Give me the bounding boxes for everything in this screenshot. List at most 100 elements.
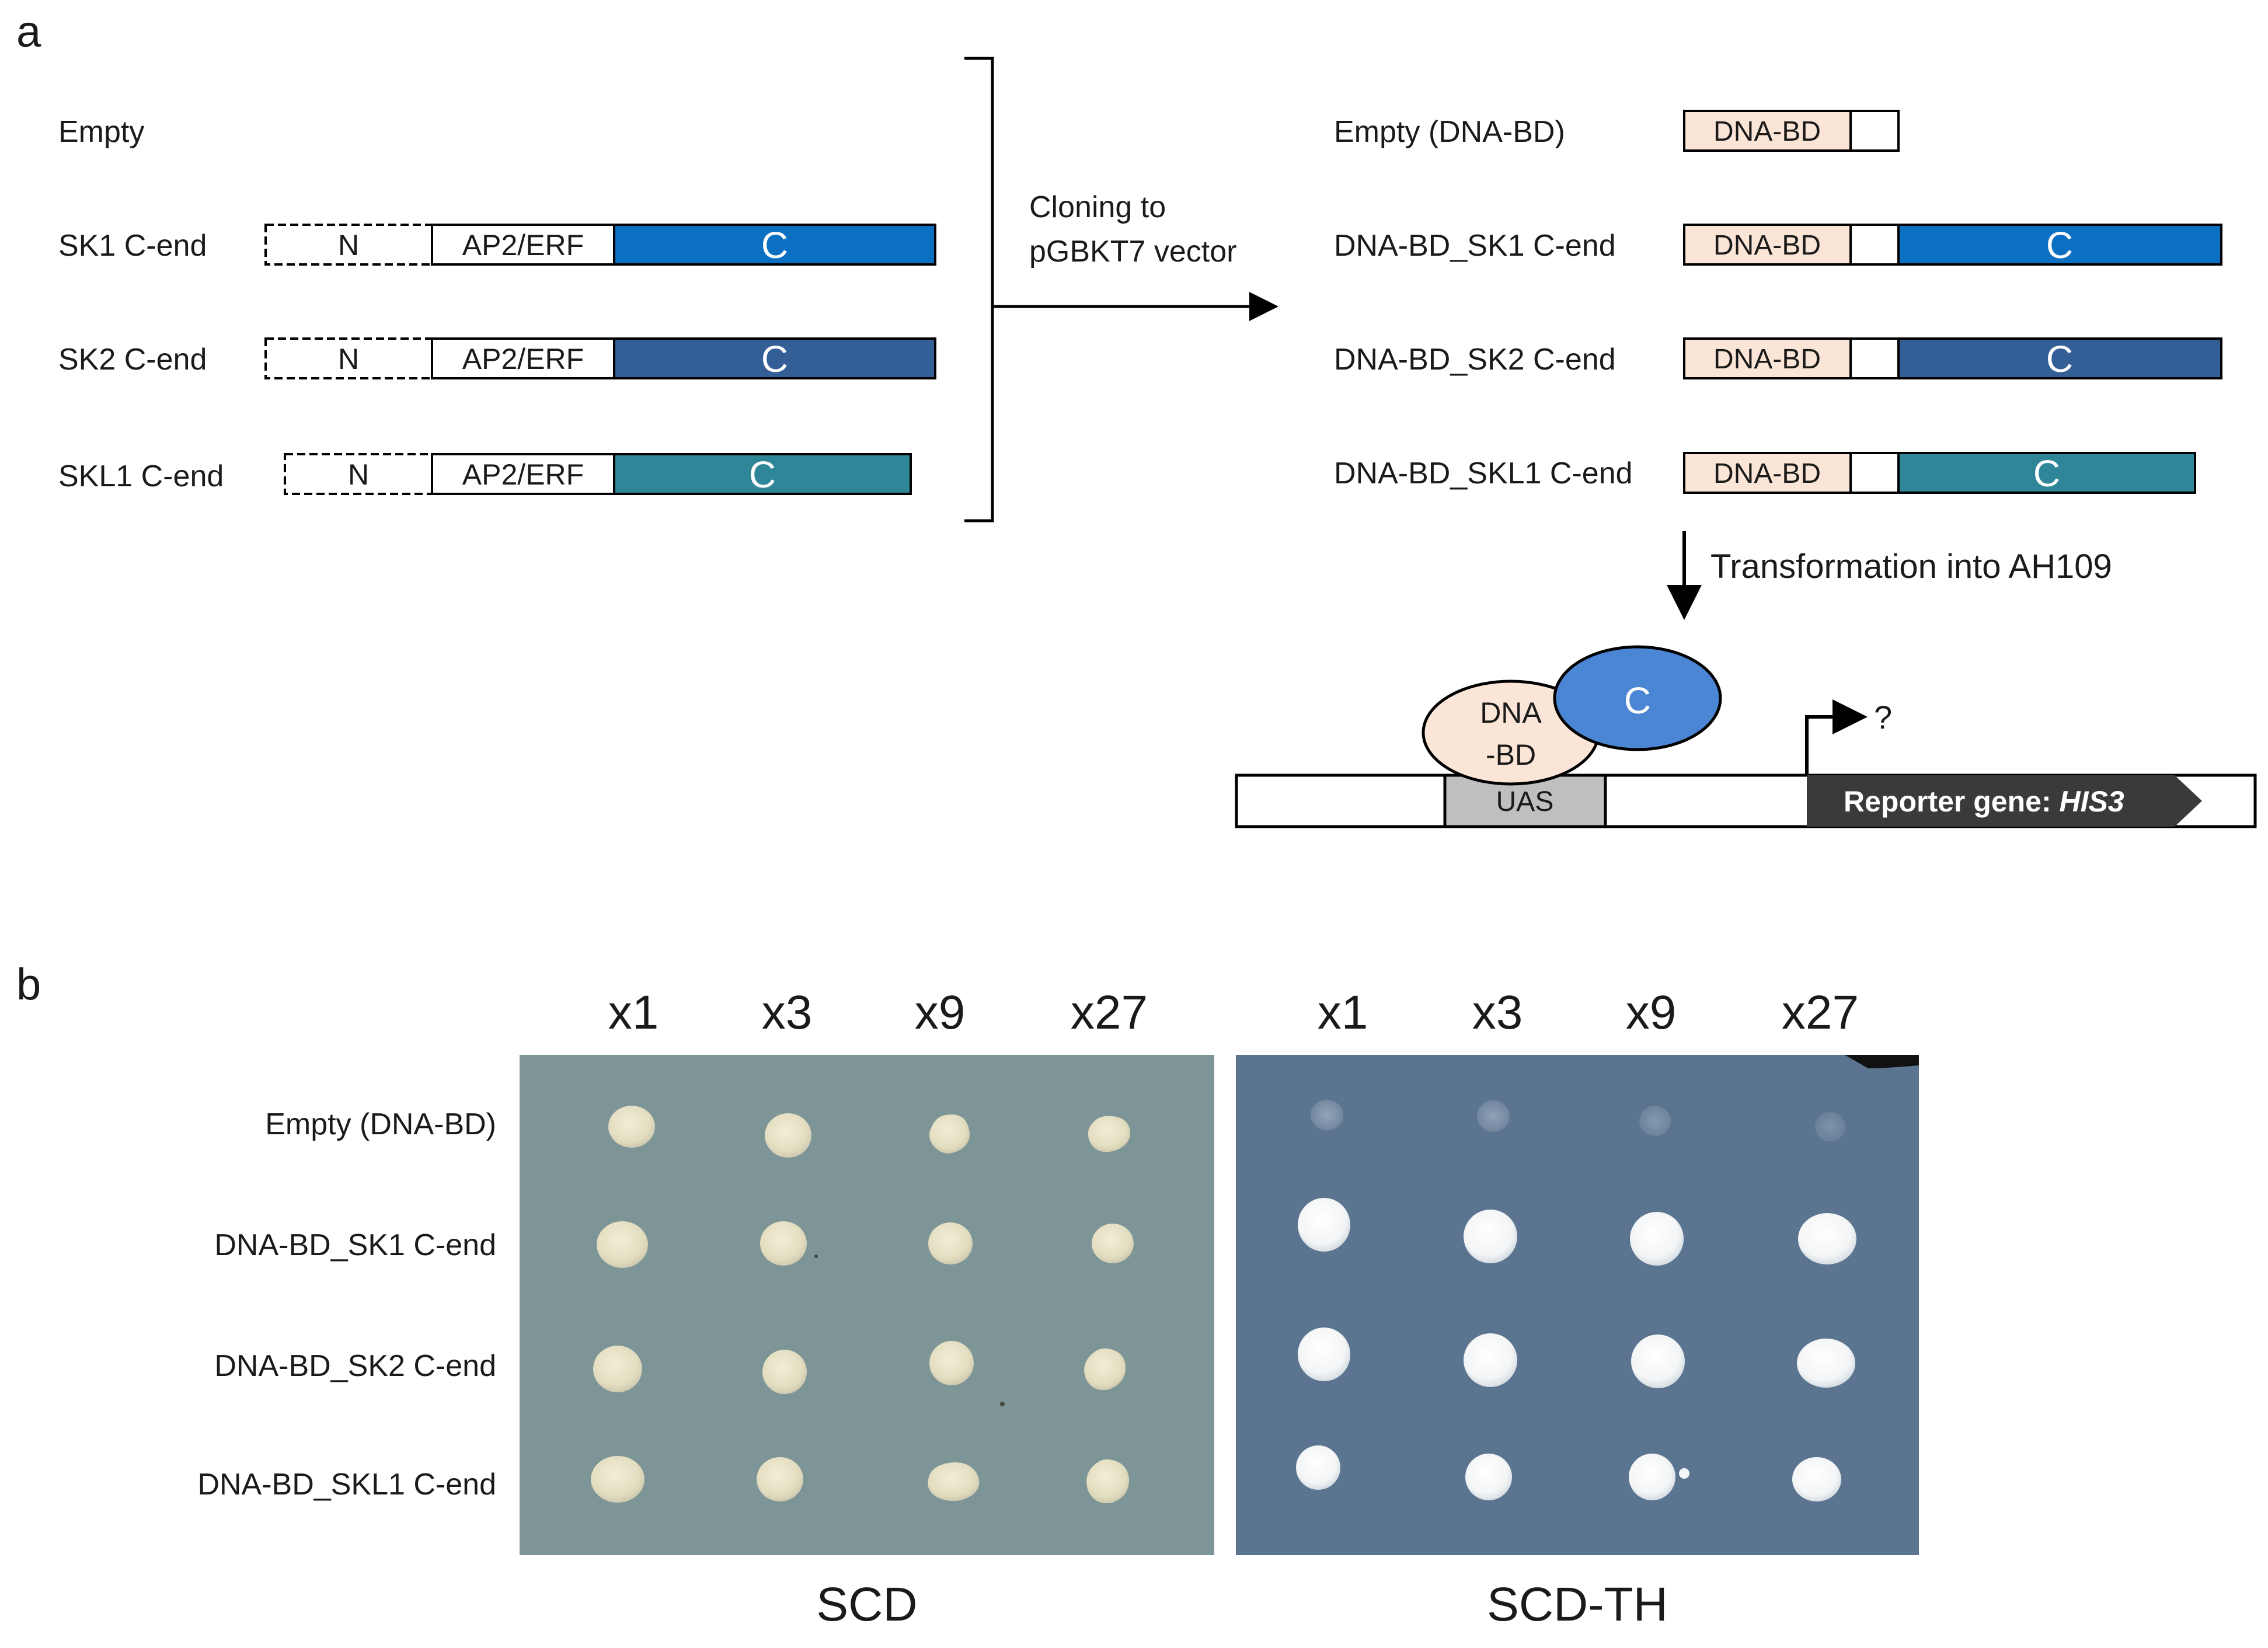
c-domain-label: C (761, 224, 788, 266)
construct-sk1: N AP2/ERF C (264, 224, 936, 266)
right-row-label-empty: Empty (DNA-BD) (1334, 115, 1565, 149)
question-mark: ? (1874, 699, 1892, 736)
colony (1631, 1335, 1685, 1388)
colony (1464, 1210, 1517, 1263)
c-domain-label: C (761, 338, 788, 380)
c-domain-label: C (2033, 452, 2060, 494)
cloning-label-line1: Cloning to (1029, 190, 1166, 224)
faint-colony (1477, 1100, 1510, 1132)
colony (928, 1462, 980, 1501)
dilution-header: x1 (1318, 986, 1368, 1039)
ap2-domain-box (431, 453, 615, 495)
colony (1629, 1454, 1675, 1500)
c-domain-label: C (2046, 338, 2073, 380)
n-domain-label: N (348, 458, 369, 491)
right-row-label-sk2: DNA-BD_SK2 C-end (1334, 343, 1616, 377)
plate-edge-shadow (1845, 1055, 1919, 1068)
colony (928, 1222, 973, 1264)
c-domain-protein-label: C (1624, 680, 1651, 722)
panel-b-label: b (16, 960, 41, 1009)
colony (1088, 1116, 1131, 1152)
c-domain-protein (1553, 645, 1722, 751)
debris-speck (1000, 1402, 1005, 1406)
n-domain-box (264, 224, 433, 266)
c-domain-label: C (2046, 224, 2073, 266)
reporter-gene-label: Reporter gene: HIS3 (1844, 785, 2124, 818)
ap2-domain-label: AP2/ERF (462, 343, 584, 375)
reporter-gene-name: HIS3 (2060, 785, 2124, 818)
n-domain-label: N (338, 343, 359, 375)
c-domain-box (613, 453, 912, 495)
reporter-gene-arrow (1807, 775, 2202, 827)
ap2-domain-label: AP2/ERF (462, 229, 584, 262)
faint-colony (1639, 1106, 1671, 1136)
left-row-label-skl1: SKL1 C-end (58, 459, 224, 493)
transcription-start-arrow (1805, 699, 1868, 775)
uas-label: UAS (1496, 786, 1554, 817)
dilution-header: x3 (762, 986, 813, 1039)
colony (929, 1114, 970, 1154)
colony (597, 1221, 648, 1268)
colony (1298, 1198, 1350, 1252)
colony (1792, 1457, 1841, 1501)
dilution-header: x3 (1472, 986, 1523, 1039)
colony (762, 1350, 807, 1394)
dna-bd-box (1683, 337, 1852, 379)
right-row-label-skl1: DNA-BD_SKL1 C-end (1334, 457, 1633, 490)
colony (757, 1457, 803, 1501)
right-row-label-sk1: DNA-BD_SK1 C-end (1334, 229, 1616, 263)
plate-row-label-sk1: DNA-BD_SK1 C-end (214, 1228, 496, 1262)
dna-bd-label: DNA-BD (1713, 230, 1821, 261)
plate-row-label-skl1: DNA-BD_SKL1 C-end (197, 1468, 496, 1501)
plate-medium-label-scd: SCD (816, 1578, 917, 1631)
linker-box (1849, 110, 1900, 152)
dilution-header: x27 (1071, 986, 1148, 1039)
reporter-mechanism: UAS Reporter gene: HIS3 ? DNA -BD C (1235, 645, 2257, 828)
c-domain-label: C (749, 454, 776, 496)
colony (1464, 1333, 1517, 1387)
colony (1296, 1445, 1340, 1490)
colony (608, 1106, 655, 1148)
colony (1798, 1213, 1856, 1264)
linker-box (1849, 224, 1900, 266)
dna-bd-protein-label-line2: -BD (1486, 738, 1536, 771)
construct-sk2: N AP2/ERF C (264, 337, 936, 380)
dna-bd-label: DNA-BD (1713, 458, 1821, 489)
left-row-label-sk2: SK2 C-end (58, 343, 207, 377)
n-domain-box (264, 337, 433, 379)
dilution-header: x9 (915, 986, 966, 1039)
plate-row-label-sk2: DNA-BD_SK2 C-end (214, 1349, 496, 1383)
bd-construct-sk2: DNA-BD C (1683, 337, 2222, 380)
ap2-domain-box (431, 224, 615, 266)
bd-construct-skl1: DNA-BD C (1683, 452, 2196, 494)
plate-medium-label-scd-th: SCD-TH (1487, 1578, 1668, 1631)
colony (591, 1456, 644, 1503)
colony (765, 1113, 811, 1158)
faint-colony (1815, 1112, 1845, 1141)
colony (1630, 1212, 1684, 1266)
colony (1298, 1328, 1350, 1381)
dna-bd-box (1683, 110, 1852, 152)
colony (1092, 1224, 1134, 1263)
c-domain-box (613, 224, 936, 266)
plate-scd-th (1236, 1055, 1919, 1555)
faint-colony (1311, 1100, 1343, 1130)
colony (760, 1221, 807, 1266)
reporter-gene-prefix: Reporter gene: (1844, 785, 2060, 818)
transformation-label: Transformation into AH109 (1710, 548, 2112, 586)
n-domain-box (284, 453, 433, 495)
c-domain-box (1897, 224, 2222, 266)
bd-construct-empty: DNA-BD (1683, 110, 1900, 152)
c-domain-box (1897, 452, 2196, 494)
construct-skl1: N AP2/ERF C (284, 453, 912, 496)
ap2-domain-label: AP2/ERF (462, 458, 584, 491)
linker-box (1849, 337, 1900, 379)
dilution-header: x1 (608, 986, 659, 1039)
linker-box (1849, 452, 1900, 494)
n-domain-label: N (338, 229, 359, 262)
debris-speck (814, 1255, 818, 1258)
uas-box (1443, 774, 1607, 828)
colony (1797, 1339, 1855, 1388)
colony (929, 1341, 974, 1385)
